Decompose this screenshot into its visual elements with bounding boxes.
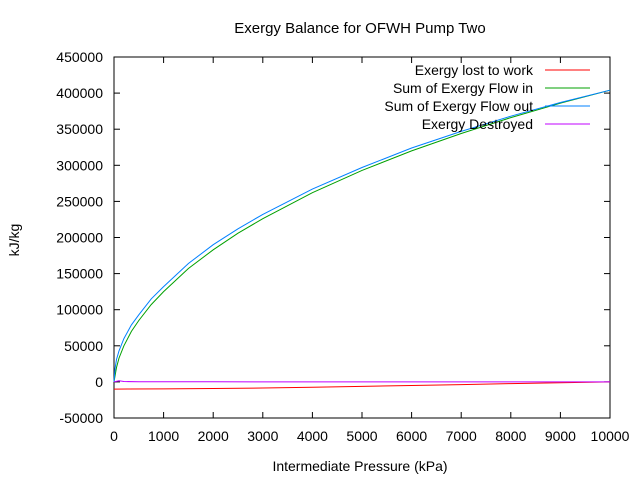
y-tick-label: 350000: [56, 121, 103, 137]
x-tick-label: 4000: [297, 428, 328, 444]
legend-label: Sum of Exergy Flow out: [384, 98, 533, 114]
legend-label: Exergy Destroyed: [422, 116, 533, 132]
legend: Exergy lost to work Sum of Exergy Flow in…: [384, 62, 590, 132]
x-axis-label: Intermediate Pressure (kPa): [272, 458, 447, 474]
series-line-4: [113, 380, 610, 383]
series-line-3: [113, 89, 611, 382]
y-tick-label: 400000: [56, 85, 103, 101]
y-tick-label: 50000: [64, 338, 103, 354]
legend-label: Sum of Exergy Flow in: [393, 80, 533, 96]
y-tick-label: 450000: [56, 49, 103, 65]
y-tick-label: 250000: [56, 193, 103, 209]
series-line-1: [113, 381, 611, 390]
x-tick-label: 3000: [247, 428, 278, 444]
y-tick-label: -50000: [59, 410, 103, 426]
axis-ticks: 0 1000 2000 3000 4000 5000 6000 7000 8000 9000 100…: [56, 49, 629, 444]
y-tick-label: 200000: [56, 230, 103, 246]
y-tick-label: 150000: [56, 266, 103, 282]
x-tick-label: 1000: [148, 428, 179, 444]
x-tick-label: 5000: [346, 428, 377, 444]
y-tick-label: 300000: [56, 157, 103, 173]
chart-title: Exergy Balance for OFWH Pump Two: [234, 20, 485, 37]
x-tick-label: 2000: [198, 428, 229, 444]
y-tick-label: 100000: [56, 302, 103, 318]
series-line-2: [113, 89, 611, 382]
x-tick-label: 0: [110, 428, 118, 444]
plot-frame: [113, 56, 611, 419]
y-tick-label: 0: [95, 374, 103, 390]
legend-label: Exergy lost to work: [415, 62, 534, 78]
plot-area: [113, 56, 611, 419]
x-tick-label: 9000: [545, 428, 576, 444]
x-tick-label: 7000: [446, 428, 477, 444]
x-tick-label: 8000: [495, 428, 526, 444]
x-tick-label: 6000: [396, 428, 427, 444]
x-tick-label: 10000: [591, 428, 630, 444]
series-group: [113, 89, 611, 390]
y-axis-label: kJ/kg: [6, 224, 22, 257]
